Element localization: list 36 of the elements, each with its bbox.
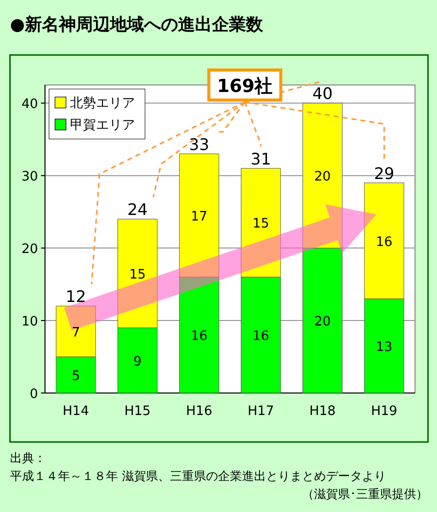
data-label: 20: [314, 314, 331, 330]
legend-label: 甲賀エリア: [70, 118, 135, 133]
total-label: 33: [188, 134, 210, 154]
data-label: 16: [190, 329, 208, 344]
source-note: 出典：: [10, 451, 46, 465]
data-label: 7: [72, 325, 80, 340]
text: 平成１４年～１８年 滋賀県、三重県の企業進出とりまとめデータより: [10, 469, 386, 483]
data-label: 9: [133, 354, 142, 370]
data-label: 20: [314, 170, 331, 185]
data-label: 5: [72, 368, 80, 384]
total-label: 12: [66, 287, 86, 306]
text: （滋賀県･三重県提供）: [302, 487, 428, 501]
y-tick-label: 20: [21, 242, 38, 258]
legend-label: 北勢エリア: [70, 96, 135, 111]
data-label: 15: [129, 267, 146, 282]
total-label: 29: [374, 164, 394, 183]
data-label: 16: [252, 329, 270, 344]
x-tick-label: H19: [371, 404, 398, 419]
data-label: 17: [190, 209, 208, 224]
chart-title: ●新名神周辺地域への進出企業数: [10, 15, 264, 35]
total-label: 24: [127, 200, 148, 220]
total-label: 40: [312, 84, 333, 104]
x-tick-label: H18: [309, 404, 336, 419]
data-label: 15: [252, 216, 270, 232]
annotation: 169社: [217, 76, 273, 97]
total-label: 31: [250, 149, 272, 168]
x-tick-label: H15: [124, 404, 151, 419]
y-tick-label: 40: [21, 97, 38, 112]
y-tick-label: 30: [21, 170, 38, 185]
x-tick-label: H16: [186, 404, 212, 419]
y-tick-label: 10: [21, 314, 38, 330]
x-tick-label: H17: [248, 404, 274, 419]
y-tick-label: 0: [30, 387, 38, 402]
x-tick-label: H14: [62, 404, 89, 419]
data-label: 13: [376, 340, 392, 355]
data-label: 16: [376, 234, 392, 250]
